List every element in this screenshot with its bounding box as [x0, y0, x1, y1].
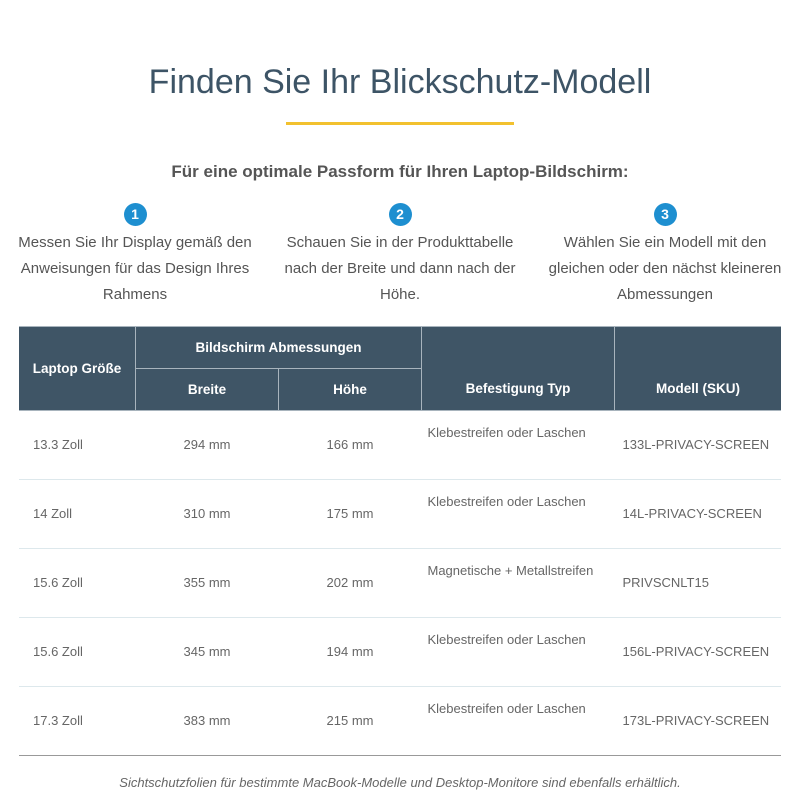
table-row: 17.3 Zoll 383 mm 215 mm Klebestreifen oder …	[19, 686, 781, 756]
step-number-icon: 2	[388, 203, 412, 226]
title-underline	[286, 122, 514, 125]
step-3: 3 Wählen Sie ein Modell mit den gleichen …	[540, 203, 790, 308]
page-title: Finden Sie Ihr Blickschutz-Modell	[148, 63, 652, 101]
cell-width: 383 mm	[135, 686, 279, 756]
cell-size: 15.6 Zoll	[19, 617, 136, 687]
product-table: Laptop Größe Bildschirm Abmessungen Befe…	[19, 326, 781, 756]
header-dimensions: Bildschirm Abmessungen	[135, 326, 422, 369]
cell-size: 15.6 Zoll	[19, 548, 136, 618]
cell-mount: Klebestreifen oder Laschen	[421, 410, 615, 480]
cell-height: 215 mm	[278, 686, 422, 756]
cell-sku: PRIVSCNLT15	[614, 548, 781, 618]
table-row: 15.6 Zoll 355 mm 202 mm Magnetische + Metal…	[19, 548, 781, 618]
step-number-icon: 3	[653, 203, 677, 226]
cell-width: 294 mm	[135, 410, 279, 480]
header-sku: Modell (SKU)	[614, 326, 781, 411]
cell-size: 14 Zoll	[19, 479, 136, 549]
step-2: 2 Schauen Sie in der Produkttabelle nach …	[275, 203, 525, 308]
table-row: 14 Zoll 310 mm 175 mm Klebestreifen oder La…	[19, 479, 781, 549]
cell-size: 13.3 Zoll	[19, 410, 136, 480]
subtitle: Für eine optimale Passform für Ihren Lap…	[171, 162, 629, 181]
cell-width: 345 mm	[135, 617, 279, 687]
cell-sku: 14L-PRIVACY-SCREEN	[614, 479, 781, 549]
header-height: Höhe	[278, 368, 422, 411]
step-text: Wählen Sie ein Modell mit den gleichen o…	[548, 234, 782, 303]
steps: 1 Messen Sie Ihr Display gemäß den Anweis…	[10, 203, 790, 308]
cell-mount: Klebestreifen oder Laschen	[421, 479, 615, 549]
step-1: 1 Messen Sie Ihr Display gemäß den Anweis…	[10, 203, 260, 308]
table-row: 13.3 Zoll 294 mm 166 mm Klebestreifen oder …	[19, 410, 781, 480]
header-size: Laptop Größe	[19, 326, 136, 411]
cell-size: 17.3 Zoll	[19, 686, 136, 756]
cell-sku: 133L-PRIVACY-SCREEN	[614, 410, 781, 480]
header-mount: Befestigung Typ	[421, 326, 615, 411]
cell-mount: Klebestreifen oder Laschen	[421, 617, 615, 687]
step-number-icon: 1	[123, 203, 147, 226]
header-width: Breite	[135, 368, 279, 411]
cell-width: 355 mm	[135, 548, 279, 618]
step-text: Messen Sie Ihr Display gemäß den Anweisu…	[18, 234, 252, 303]
cell-sku: 156L-PRIVACY-SCREEN	[614, 617, 781, 687]
cell-width: 310 mm	[135, 479, 279, 549]
cell-height: 175 mm	[278, 479, 422, 549]
cell-height: 194 mm	[278, 617, 422, 687]
table-row: 15.6 Zoll 345 mm 194 mm Klebestreifen oder …	[19, 617, 781, 687]
cell-height: 202 mm	[278, 548, 422, 618]
cell-mount: Magnetische + Metallstreifen	[421, 548, 615, 618]
cell-height: 166 mm	[278, 410, 422, 480]
cell-sku: 173L-PRIVACY-SCREEN	[614, 686, 781, 756]
footnote: Sichtschutzfolien für bestimmte MacBook-…	[119, 775, 681, 790]
step-text: Schauen Sie in der Produkttabelle nach d…	[284, 234, 516, 303]
cell-mount: Klebestreifen oder Laschen	[421, 686, 615, 756]
